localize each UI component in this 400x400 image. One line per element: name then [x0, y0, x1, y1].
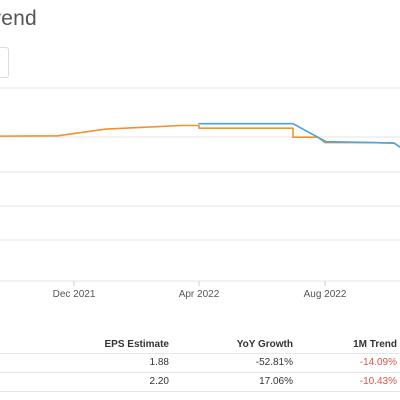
eps-estimate-cell: 1.88: [149, 357, 169, 368]
series-line-0: [0, 124, 400, 149]
table-row: 1.88 -52.81% -14.09%: [0, 354, 400, 373]
table-header-row: EPS Estimate YoY Growth 1M Trend: [0, 336, 400, 354]
eps-trend-chart: Dec 2021 Apr 2022 Aug 2022: [0, 87, 400, 300]
estimates-table: EPS Estimate YoY Growth 1M Trend 1.88 -5…: [0, 336, 400, 392]
chart-series-layer: [0, 122, 400, 149]
header-eps-estimate: EPS Estimate: [104, 339, 169, 350]
chart-control-box[interactable]: [0, 47, 9, 78]
header-yoy-growth: YoY Growth: [236, 339, 293, 350]
eps-estimate-cell: 2.20: [149, 376, 169, 387]
x-tick-label: Dec 2021: [53, 289, 96, 300]
x-tick-label: Apr 2022: [179, 289, 220, 300]
table-row: 2.20 17.06% -10.43%: [0, 373, 400, 392]
header-1m-trend: 1M Trend: [353, 339, 397, 350]
series-line-1: [198, 122, 400, 149]
1m-trend-cell: -10.43%: [359, 376, 397, 387]
page-title: rend: [0, 7, 37, 30]
yoy-growth-cell: -52.81%: [255, 357, 293, 368]
chart-x-ticks: Dec 2021 Apr 2022 Aug 2022: [53, 281, 347, 300]
yoy-growth-cell: 17.06%: [259, 376, 293, 387]
x-tick-label: Aug 2022: [304, 289, 347, 300]
chart-gridlines: [0, 87, 400, 282]
1m-trend-cell: -14.09%: [359, 357, 397, 368]
